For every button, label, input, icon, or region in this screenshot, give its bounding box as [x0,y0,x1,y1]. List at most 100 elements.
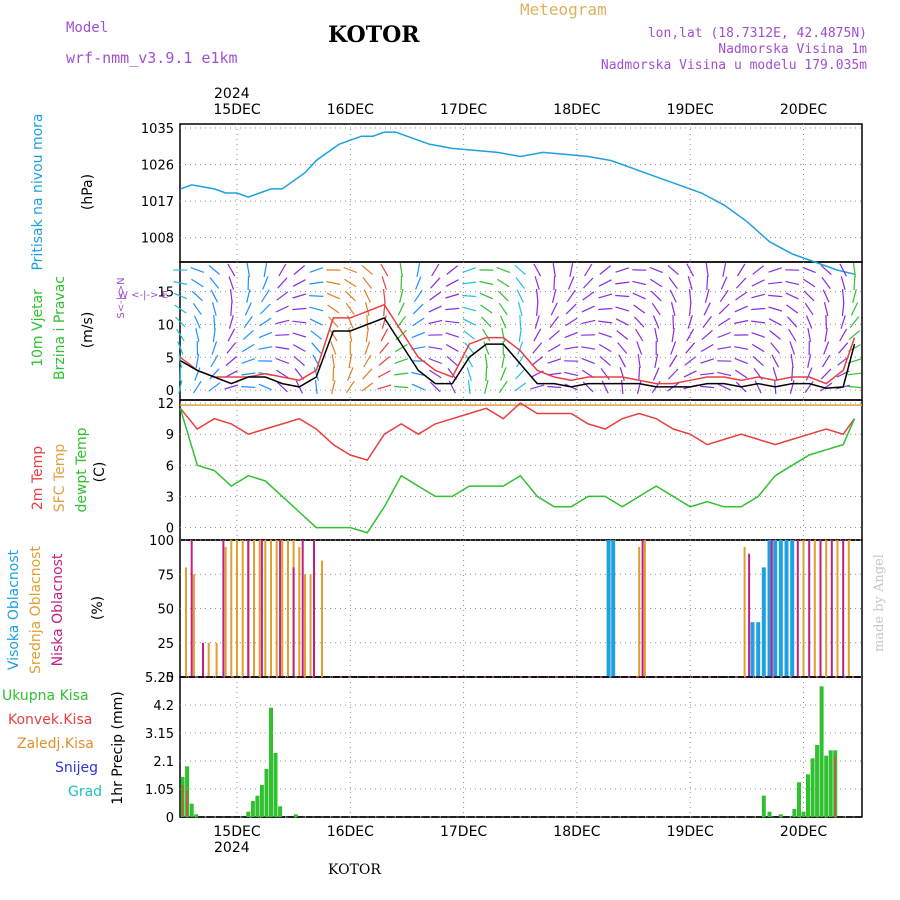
wind-arrow [785,280,800,286]
precip-bar-total [273,753,278,817]
precip-bar-conv [186,790,189,817]
wind-arrow [668,277,678,289]
cloud-bar-low [313,540,315,677]
wind-arrow [260,289,270,303]
wind-arrow [275,305,289,313]
ytick-temperature: 6 [166,459,174,474]
wind-arrow [394,372,409,376]
cloud-bar-mid [287,540,289,677]
wind-arrow [190,267,205,273]
wind-arrow [735,277,747,289]
wind-arrow [327,304,340,314]
wind-arrow [549,316,559,328]
cloud-bar-high [784,540,789,677]
wind-arrow [536,301,539,317]
wind-ylabel-name2: Brzina i Pravac [52,276,68,380]
temp-ylabel-name2: SFC Temp [52,444,68,513]
precip-bar-total [293,814,298,817]
wind-arrow [259,317,272,327]
cloud-bar-mid [185,567,187,677]
wind-arrow [807,354,812,368]
xtick-bottom: 16DEC [327,824,374,840]
wind-arrow [377,384,392,390]
wind-arrow [789,341,796,355]
cloud-bar-low [748,553,751,677]
wind-arrow [598,279,612,287]
wind-arrow [515,277,525,289]
wind-arrow [717,317,731,327]
ytick-wind: 5 [166,351,174,366]
wind-arrow [768,306,783,312]
wind-arrow [293,355,305,367]
wind-arrow [736,263,746,277]
wind-arrow [345,302,355,316]
wind-arrow [531,356,544,366]
wind-arrow [751,279,765,287]
cloud-bar-mid [743,546,746,677]
cloud-bar-mid [638,546,641,677]
wind-arrow [275,319,290,325]
wind-arrow [803,290,815,302]
wind-arrow [825,314,827,330]
wind-arrow [210,289,219,303]
cloud-bar-mid [230,540,233,677]
wind-arrow [601,380,609,394]
wind-arrow [292,344,306,352]
wind-arrow [667,368,679,380]
wind-arrow [734,357,748,365]
wind-arrow [751,293,766,299]
wind-arrow [329,328,338,342]
wind-arrow [309,295,324,297]
wind-arrow [258,331,273,339]
cloud-bar-mid [802,540,805,677]
wind-arrow [446,265,459,275]
wind-arrow [428,305,442,313]
wind-arrow [751,343,765,353]
cloud-bar-high [750,622,755,677]
wind-arrow [292,320,307,324]
ytick-precip: 0 [166,811,174,826]
wind-arrow [246,289,251,303]
wind-arrow [326,281,341,285]
wind-arrow [581,319,596,325]
wind-arrow [429,291,442,301]
wind-arrow [768,281,783,285]
wind-arrow [599,265,612,275]
wind-arrow [314,379,318,395]
cloud-bar-mid [321,560,323,677]
wind-arrow [428,319,443,325]
pressure-ylabel-unit: (hPa) [80,174,96,210]
wind-arrow [309,306,324,312]
wind-arrow [498,302,508,316]
wind-arrow [275,357,290,365]
precip-legend-item: Snijeg [55,760,98,776]
footer-station: KOTOR [328,862,381,878]
wind-arrow [565,303,577,315]
wind-arrow [670,302,676,316]
wind-arrow [275,346,290,350]
wind-ylabel-unit: (m/s) [80,312,96,349]
wind-arrow [548,329,560,341]
wind-arrow [330,341,337,355]
wind-arrow [519,314,522,330]
cloud-ylabel-unit: (%) [90,596,106,620]
cloud-bar-low [222,540,225,677]
wind-arrow [823,341,830,355]
precip-bar-total [797,782,801,817]
wind-ylabel-name: 10m Vjetar [30,289,46,367]
precip-bar-total [269,707,273,817]
wind-arrow [399,289,404,303]
wind-arrow [445,343,459,353]
wind-arrow [175,316,186,328]
year-bottom: 2024 [214,840,250,856]
wind-arrow [619,367,625,381]
cloud-bar-low [301,540,304,677]
wind-arrow [651,302,661,316]
wind-arrow [224,384,239,390]
ytick-precip: 1.05 [145,783,174,798]
wind-arrow [331,380,336,394]
wind-arrow [428,357,443,365]
wind-arrow [462,306,477,312]
cloud-bar-mid [275,540,278,677]
wind-arrow [411,371,426,377]
